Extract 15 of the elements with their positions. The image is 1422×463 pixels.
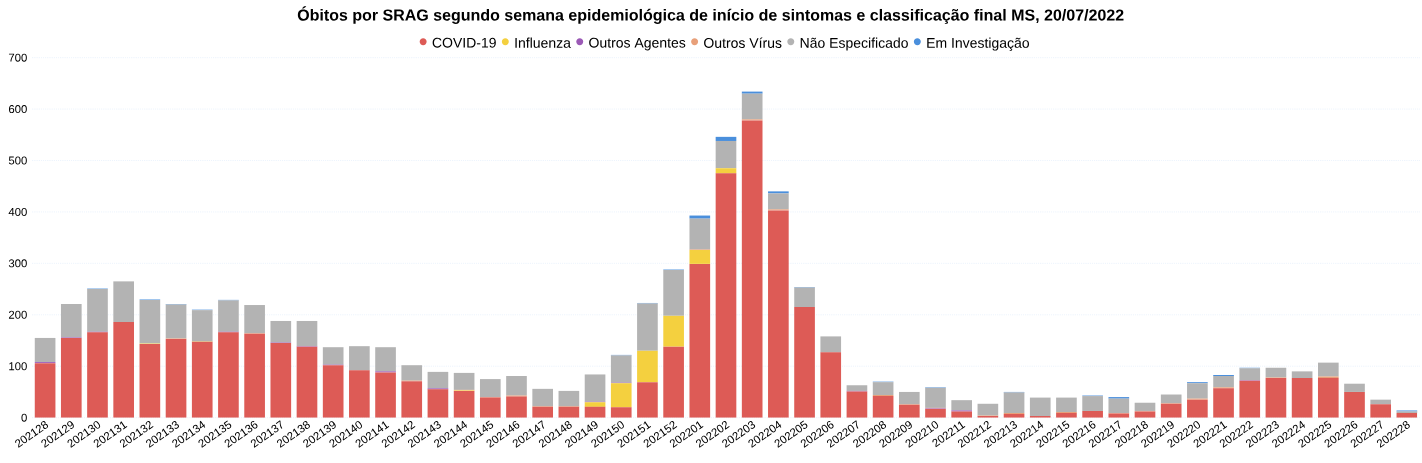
y-tick-label: 300	[8, 259, 27, 268]
y-tick-label: 0	[21, 413, 27, 422]
legend-label: Não Especificado	[800, 37, 908, 51]
legend-label: COVID-19	[432, 37, 496, 48]
legend-label: Outros Agentes	[589, 37, 686, 51]
legend-label: Em Investigação	[927, 37, 1030, 51]
y-tick-label: 700	[8, 53, 27, 62]
legend-label: Outros Vírus	[704, 37, 782, 48]
y-tick-label: 400	[8, 207, 27, 216]
legend-label: Influenza	[515, 37, 571, 48]
chart-title: Óbitos por SRAG segundo semana epidemiológica de início de sintomas e classificação final MS, 20/07/2022	[297, 6, 1124, 24]
y-tick-label: 200	[8, 310, 27, 319]
y-tick-label: 500	[8, 156, 27, 165]
y-tick-label: 100	[9, 362, 27, 371]
y-tick-label: 600	[8, 105, 27, 114]
